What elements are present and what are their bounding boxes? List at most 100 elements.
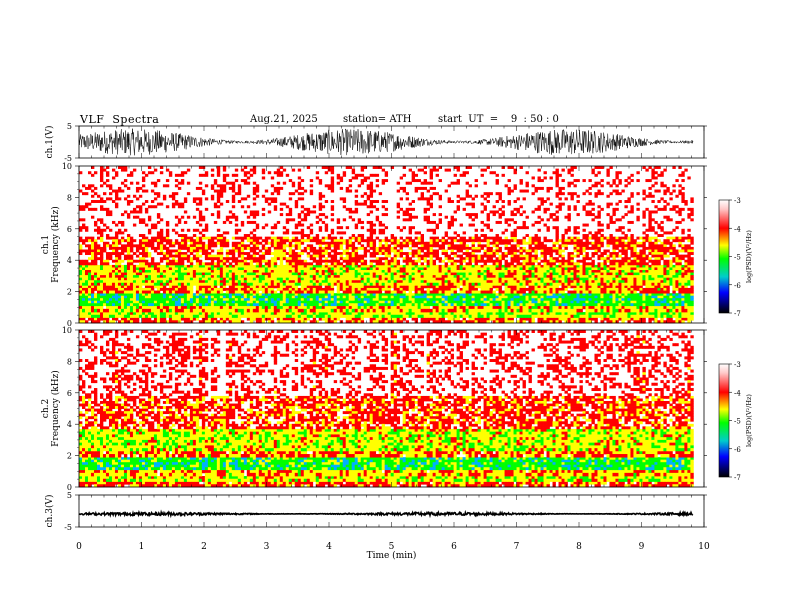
ch1-spectrogram-cell (486, 287, 490, 291)
ch1-spectrogram-cell (423, 280, 427, 284)
ch1-spectrogram-cell (381, 280, 386, 284)
ch1-spectrogram-cell (438, 287, 442, 291)
ch1-spectrogram-cell (279, 249, 284, 253)
ch1-spectrogram-cell (159, 308, 164, 313)
ch1-spectrogram-cell (375, 308, 380, 313)
ch1-spectrogram-cell (195, 314, 200, 318)
ch1-spectrogram-cell (294, 257, 299, 261)
ch1-spectrogram-cell (111, 298, 116, 302)
ch1-spectrogram-cell (132, 290, 137, 294)
ch1-spectrogram-cell (153, 275, 158, 279)
ch1-spectrogram-cell (132, 282, 137, 286)
ch1-spectrogram-cell (690, 305, 694, 310)
ch1-spectrogram-cell (423, 308, 427, 313)
ch1-spectrogram-cell (123, 280, 128, 284)
ch1-spectrogram-cell (291, 285, 296, 289)
ch1-spectrogram-cell (108, 270, 113, 273)
ch1-spectrogram-cell (84, 320, 89, 324)
ch1-spectrogram-cell (594, 264, 598, 268)
ch1-spectrogram-cell (675, 312, 679, 316)
ch1-spectrogram-cell (468, 272, 472, 276)
ch1-spectrogram-cell (339, 305, 344, 310)
ch1-spectrogram-cell (336, 300, 341, 304)
ch1-spectrogram-cell (408, 290, 413, 294)
ch1-spectrogram-cell (564, 308, 568, 313)
ch1-spectrogram-cell (219, 298, 224, 302)
ch1-spectrogram-cell (690, 287, 694, 291)
ch1-spectrogram-cell (627, 280, 631, 284)
ch1-spectrogram-cell (90, 293, 95, 297)
ch1-spectrogram-cell (516, 320, 520, 324)
ch1-spectrogram-cell (657, 267, 661, 271)
ch1-spectrogram-cell (366, 305, 371, 310)
ch1-spectrogram-cell (381, 282, 386, 286)
ch1-spectrogram-cell (522, 320, 526, 324)
ch1-spectrogram-cell (153, 270, 158, 273)
ch1-spectrogram-cell (174, 285, 179, 289)
ch1-spectrogram-cell (615, 290, 619, 294)
ch1-spectrogram-cell (450, 272, 454, 276)
ch1-spectrogram-cell (597, 305, 601, 310)
ch1-spectrogram-cell (261, 257, 266, 261)
ch1-spectrogram-cell (687, 264, 691, 268)
ch1-spectrogram-cell (252, 259, 257, 263)
ch1-spectrogram-cell (669, 320, 673, 324)
ch1-spectrogram-cell (183, 287, 188, 291)
ch1-spectrogram-cell (90, 308, 95, 313)
ch1-spectrogram-cell (513, 303, 517, 307)
ch1-spectrogram-cell (390, 277, 395, 281)
ch1-spectrogram-cell (180, 277, 185, 281)
ch1-spectrogram-cell (660, 317, 664, 321)
ch1-spectrogram-cell (513, 280, 517, 284)
ch1-spectrogram-cell (165, 267, 170, 271)
ch1-spectrogram-cell (318, 270, 323, 273)
ch1-spectrogram-cell (354, 285, 359, 289)
ch1-spectrogram-cell (228, 270, 233, 273)
ch1-spectrogram-cell (594, 290, 598, 294)
ch1-spectrogram-cell (108, 252, 113, 255)
ch1-spectrogram-cell (450, 275, 454, 279)
ch1-spectrogram-cell (177, 259, 182, 263)
ch1-spectrogram-cell (84, 282, 89, 286)
ch1-spectrogram-cell (675, 277, 679, 281)
ch1-spectrogram-cell (471, 314, 475, 318)
ch1-spectrogram-cell (654, 320, 658, 324)
ch1-spectrogram-cell (204, 244, 209, 248)
ch1-spectrogram-cell (168, 300, 173, 304)
ch1-spectrogram-cell (327, 300, 332, 304)
ch1-spectrogram-cell (234, 272, 239, 276)
ch1-spectrogram-cell (303, 295, 308, 299)
ch1-spectrogram-cell (357, 320, 362, 324)
ch1-spectrogram-cell (525, 280, 529, 284)
ch1-spectrogram-cell (264, 249, 269, 253)
ch1-spectrogram-cell (192, 267, 197, 271)
ch1-spectrogram-cell (282, 314, 287, 318)
ch1-spectrogram-cell (228, 280, 233, 284)
ch1-spectrogram-cell (375, 287, 380, 291)
ch1-spectrogram-cell (87, 312, 92, 316)
ch1-spectrogram-cell (474, 317, 478, 321)
ch1-spectrogram-cell (390, 272, 395, 276)
ch1-spectrogram-cell (468, 282, 472, 286)
ch1-spectrogram-cell (486, 267, 490, 271)
ch1-spectrogram-cell (627, 287, 631, 291)
ch1-spectrogram-cell (90, 272, 95, 276)
ch1-spectrogram-cell (234, 244, 239, 248)
ch1-spectrogram-cell (210, 239, 215, 243)
ch1-spectrogram-cell (126, 295, 131, 299)
ch1-spectrogram-cell (426, 314, 430, 318)
ch1-spectrogram-cell (177, 270, 182, 273)
ch1-spectrogram-cell (660, 320, 664, 324)
ch1-spectrogram-cell (174, 252, 179, 255)
ch1-spectrogram-cell (336, 305, 341, 310)
ch1-spectrogram-cell (186, 275, 191, 279)
ch1-spectrogram-cell (222, 267, 227, 271)
ch1-spectrogram-cell (288, 249, 293, 253)
ch1-spectrogram-cell (198, 244, 203, 248)
ch1-spectrogram-cell (120, 249, 125, 253)
ch1-spectrogram-cell (207, 290, 212, 294)
ch1-spectrogram-cell (273, 290, 278, 294)
ch1-spectrogram-cell (120, 270, 125, 273)
ch1-spectrogram-cell (162, 314, 167, 318)
ch1-spectrogram-cell (204, 254, 209, 258)
